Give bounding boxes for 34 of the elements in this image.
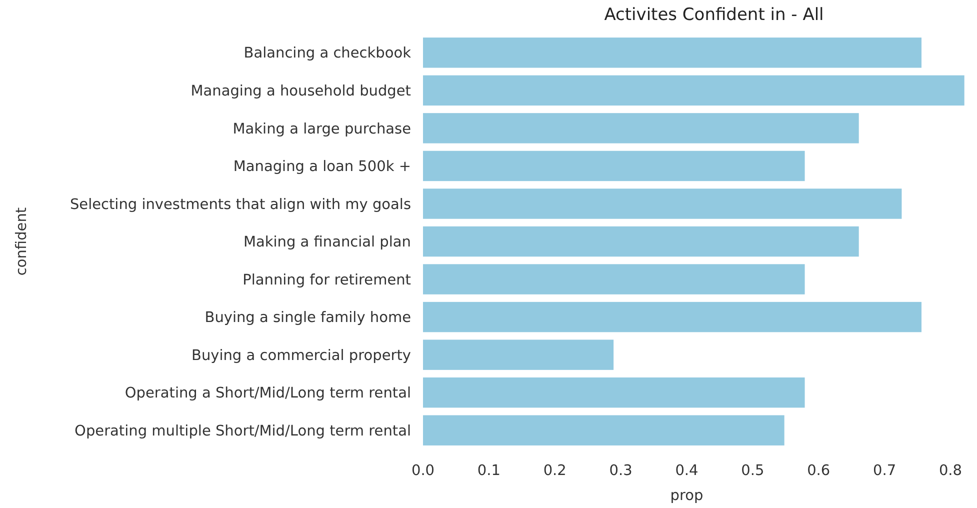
x-tick-label: 0.7 <box>873 463 896 479</box>
bar <box>423 264 805 294</box>
x-tick-label: 0.8 <box>938 463 962 479</box>
x-tick-label: 0.5 <box>741 463 764 479</box>
bar <box>423 415 784 446</box>
bar <box>423 377 805 408</box>
y-tick-label: Operating multiple Short/Mid/Long term rental <box>74 423 411 440</box>
y-tick-label: Selecting investments that align with my goals <box>70 196 411 213</box>
bar <box>423 188 902 219</box>
y-tick-label: Balancing a checkbook <box>244 46 412 62</box>
x-tick-label: 0.6 <box>807 463 830 479</box>
x-tick-label: 0.4 <box>675 463 698 479</box>
y-tick-label: Making a financial plan <box>243 234 411 251</box>
x-axis-title: prop <box>670 488 704 504</box>
y-tick-label: Operating a Short/Mid/Long term rental <box>124 386 411 402</box>
y-tick-label: Making a large purchase <box>232 121 412 138</box>
x-tick-label: 0.3 <box>609 463 632 479</box>
bar <box>423 340 614 370</box>
y-axis-title: confident <box>14 207 30 276</box>
bar <box>423 226 859 257</box>
y-tick-label: Buying a commercial property <box>192 348 412 364</box>
bar <box>423 150 805 182</box>
y-tick-label: Buying a single family home <box>204 310 412 326</box>
bar <box>423 302 922 332</box>
x-tick-label: 0.0 <box>411 463 435 479</box>
x-tick-label: 0.1 <box>477 463 500 479</box>
bar <box>423 38 922 68</box>
bar <box>423 113 859 144</box>
bar <box>423 75 964 106</box>
y-tick-label: Planning for retirement <box>242 272 412 288</box>
x-tick-label: 0.2 <box>543 463 566 479</box>
y-tick-label: Managing a household budget <box>190 84 412 100</box>
y-tick-label: Managing a loan 500k + <box>233 159 411 176</box>
chart-title: Activites Confident in - All <box>604 5 824 25</box>
